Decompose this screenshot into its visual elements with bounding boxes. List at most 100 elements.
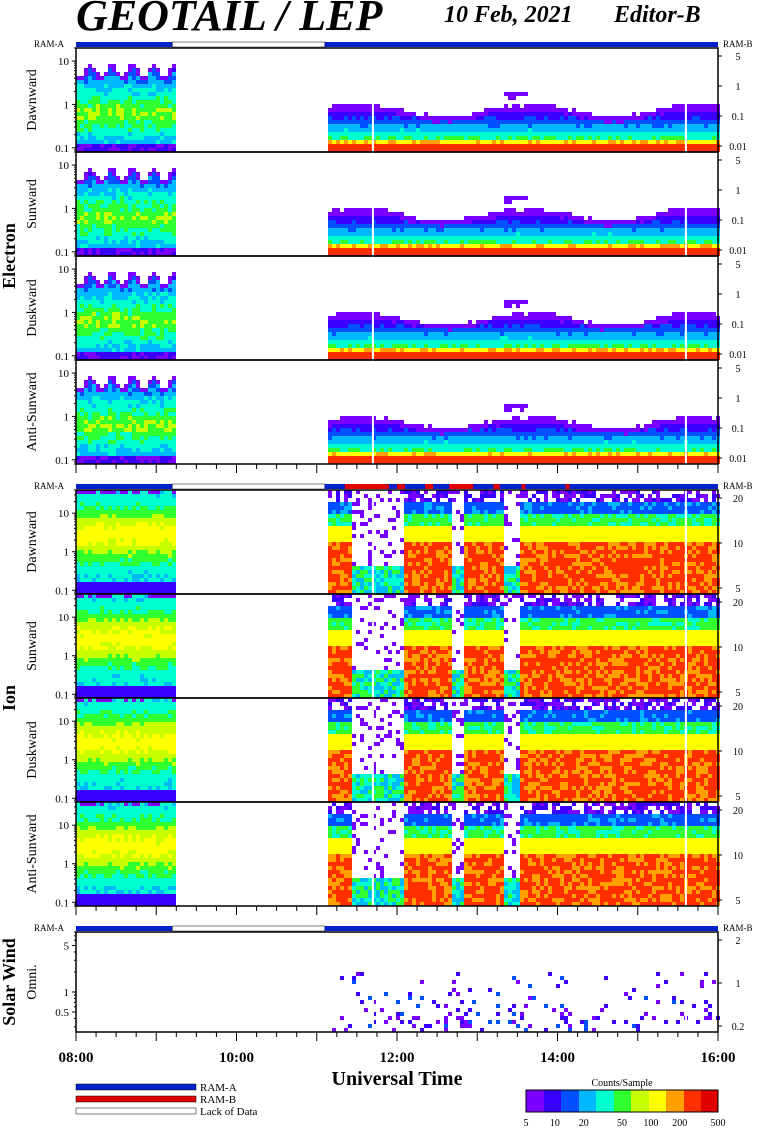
spectrogram-cell <box>420 148 424 152</box>
spectrogram-cell <box>76 284 80 288</box>
spectrogram-cell <box>92 252 96 256</box>
spectrogram-cell <box>100 236 104 240</box>
spectrogram-cell <box>432 240 436 244</box>
spectrogram-cell <box>404 148 408 152</box>
spectrogram-cell <box>108 220 112 224</box>
spectrogram-cell <box>96 248 100 252</box>
spectrogram-cell <box>88 100 92 104</box>
spectrogram-cell <box>372 232 376 236</box>
spectrogram-cell <box>560 220 564 224</box>
spectrogram-cell <box>148 308 152 312</box>
spectrogram-cell <box>568 240 572 244</box>
spectrogram-cell <box>100 196 104 200</box>
spectrogram-cell <box>132 72 136 76</box>
spectrogram-cell <box>388 128 392 132</box>
spectrogram-cell <box>544 128 548 132</box>
spectrogram-cell <box>168 236 172 240</box>
spectrogram-cell <box>512 352 516 356</box>
spectrogram-cell <box>648 128 652 132</box>
spectrogram-cell <box>160 208 164 212</box>
spectrogram-cell <box>504 328 508 332</box>
spectrogram-cell <box>656 148 660 152</box>
spectrogram-cell <box>84 356 88 360</box>
spectrogram-cell <box>356 228 360 232</box>
spectrogram-cell <box>556 128 560 132</box>
spectrogram-cell <box>548 316 552 320</box>
spectrogram-cell <box>120 252 124 256</box>
spectrogram-cell <box>348 104 352 108</box>
spectrogram-cell <box>368 228 372 232</box>
spectrogram-cell <box>472 244 476 248</box>
spectrogram-cell <box>536 312 540 316</box>
spectrogram-cell <box>92 112 96 116</box>
spectrogram-cell <box>164 192 168 196</box>
spectrogram-cell <box>80 324 84 328</box>
spectrogram-cell <box>76 84 80 88</box>
spectrogram-cell <box>700 356 704 360</box>
spectrogram-cell <box>380 240 384 244</box>
spectrogram-cell <box>444 340 448 344</box>
spectrogram-cell <box>336 148 340 152</box>
spectrogram-cell <box>712 132 716 136</box>
spectrogram-cell <box>708 224 712 228</box>
spectrogram-cell <box>368 208 372 212</box>
spectrogram-cell <box>168 120 172 124</box>
spectrogram-cell <box>488 248 492 252</box>
spectrogram-cell <box>384 116 388 120</box>
spectrogram-cell <box>148 252 152 256</box>
spectrogram-cell <box>368 136 372 140</box>
spectrogram-cell <box>92 172 96 176</box>
spectrogram-cell <box>364 112 368 116</box>
spectrogram-cell <box>556 336 560 340</box>
spectrogram-cell <box>92 244 96 248</box>
spectrogram-cell <box>568 136 572 140</box>
spectrogram-cell <box>100 300 104 304</box>
spectrogram-cell <box>492 232 496 236</box>
spectrogram-cell <box>400 324 404 328</box>
spectrogram-cell <box>648 220 652 224</box>
spectrogram-cell <box>84 84 88 88</box>
spectrogram-cell <box>564 128 568 132</box>
spectrogram-cell <box>576 128 580 132</box>
spectrogram-cell <box>504 200 508 204</box>
spectrogram-cell <box>440 120 444 124</box>
spectrogram-cell <box>568 320 572 324</box>
spectrogram-cell <box>164 108 168 112</box>
right-tick-label: 0.1 <box>732 216 745 227</box>
spectrogram-cell <box>604 140 608 144</box>
spectrogram-cell <box>156 108 160 112</box>
spectrogram-cell <box>688 332 692 336</box>
spectrogram-cell <box>512 244 516 248</box>
spectrogram-cell <box>108 140 112 144</box>
spectrogram-cell <box>396 128 400 132</box>
spectrogram-cell <box>168 104 172 108</box>
spectrogram-cell <box>160 212 164 216</box>
spectrogram-cell <box>616 220 620 224</box>
spectrogram-cell <box>556 224 560 228</box>
spectrogram-cell <box>428 332 432 336</box>
spectrogram-cell <box>688 252 692 256</box>
spectrogram-cell <box>120 240 124 244</box>
spectrogram-cell <box>104 312 108 316</box>
spectrogram-cell <box>444 224 448 228</box>
spectrogram-cell <box>504 352 508 356</box>
spectrogram-cell <box>144 188 148 192</box>
spectrogram-cell <box>336 120 340 124</box>
spectrogram-cell <box>508 196 512 200</box>
spectrogram-cell <box>644 116 648 120</box>
spectrogram-cell <box>372 108 376 112</box>
spectrogram-cell <box>448 348 452 352</box>
spectrogram-cell <box>504 108 508 112</box>
spectrogram-cell <box>168 192 172 196</box>
spectrogram-cell <box>348 112 352 116</box>
spectrogram-cell <box>632 228 636 232</box>
spectrogram-cell <box>692 140 696 144</box>
spectrogram-cell <box>356 356 360 360</box>
spectrogram-cell <box>448 328 452 332</box>
spectrogram-cell <box>108 196 112 200</box>
spectrogram-cell <box>136 336 140 340</box>
spectrogram-cell <box>596 340 600 344</box>
spectrogram-cell <box>652 324 656 328</box>
spectrogram-cell <box>80 192 84 196</box>
spectrogram-cell <box>104 208 108 212</box>
